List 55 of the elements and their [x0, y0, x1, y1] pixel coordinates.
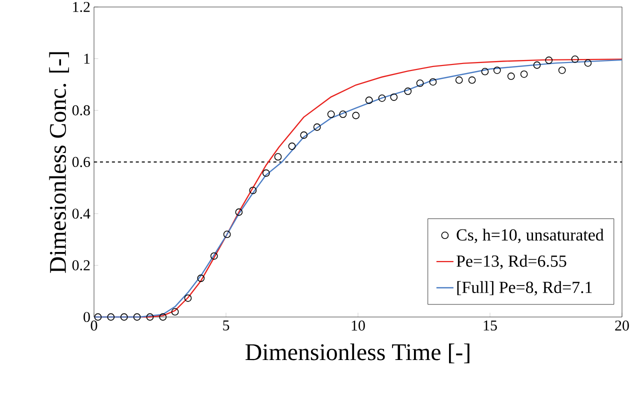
y-tick-label: 0.6: [72, 156, 90, 168]
point: [404, 88, 412, 95]
point: [493, 66, 501, 74]
point: [507, 72, 515, 80]
point: [288, 142, 296, 150]
x-tick-label: 0: [90, 320, 98, 331]
point: [378, 94, 386, 102]
point: [520, 70, 528, 78]
legend-label: [Full] Pe=8, Rd=7.1: [457, 281, 592, 296]
point: [210, 252, 218, 260]
x-tick-label: 5: [223, 320, 230, 330]
point: [468, 76, 476, 84]
point: [120, 313, 128, 321]
point: [352, 112, 360, 120]
point: [300, 131, 308, 139]
x-tick-label: 15: [484, 320, 497, 331]
point: [339, 110, 347, 118]
y-tick-label: 1.2: [73, 2, 90, 12]
point: [223, 230, 231, 238]
point: [365, 96, 373, 104]
point: [262, 169, 270, 177]
y-axis-title: Dimesionless Conc. [-]: [49, 52, 69, 273]
point: [274, 153, 282, 161]
point: [429, 78, 437, 86]
point: [133, 313, 141, 321]
point: [584, 59, 592, 67]
point: [94, 313, 102, 321]
point: [235, 208, 243, 216]
point: [146, 313, 154, 321]
point: [571, 55, 579, 63]
y-tick-label: 0.2: [72, 260, 90, 270]
point: [416, 80, 424, 87]
x-axis-title: Dimensionless Time [-]: [246, 343, 470, 364]
point: [390, 93, 398, 101]
point: [197, 274, 205, 282]
point: [249, 186, 257, 194]
y-tick-label: 0.8: [72, 105, 90, 116]
legend-label: Cs, h=10, unsaturated: [456, 228, 604, 244]
x-tick-label: 20: [615, 320, 629, 331]
point: [327, 110, 335, 118]
y-tick-label: 0: [84, 312, 90, 322]
point: [171, 308, 179, 316]
x-tick-label: 10: [352, 320, 365, 331]
point: [545, 56, 553, 64]
legend-label: Pe=13, Rd=6.55: [456, 254, 566, 270]
point: [455, 76, 463, 84]
y-tick-label: 1: [84, 54, 90, 64]
point: [313, 123, 321, 131]
point: [184, 294, 192, 302]
y-tick-label: 0.4: [72, 208, 90, 219]
point: [481, 68, 489, 76]
point: [558, 66, 566, 74]
point: [159, 313, 167, 321]
point: [107, 313, 115, 321]
point: [533, 61, 541, 69]
